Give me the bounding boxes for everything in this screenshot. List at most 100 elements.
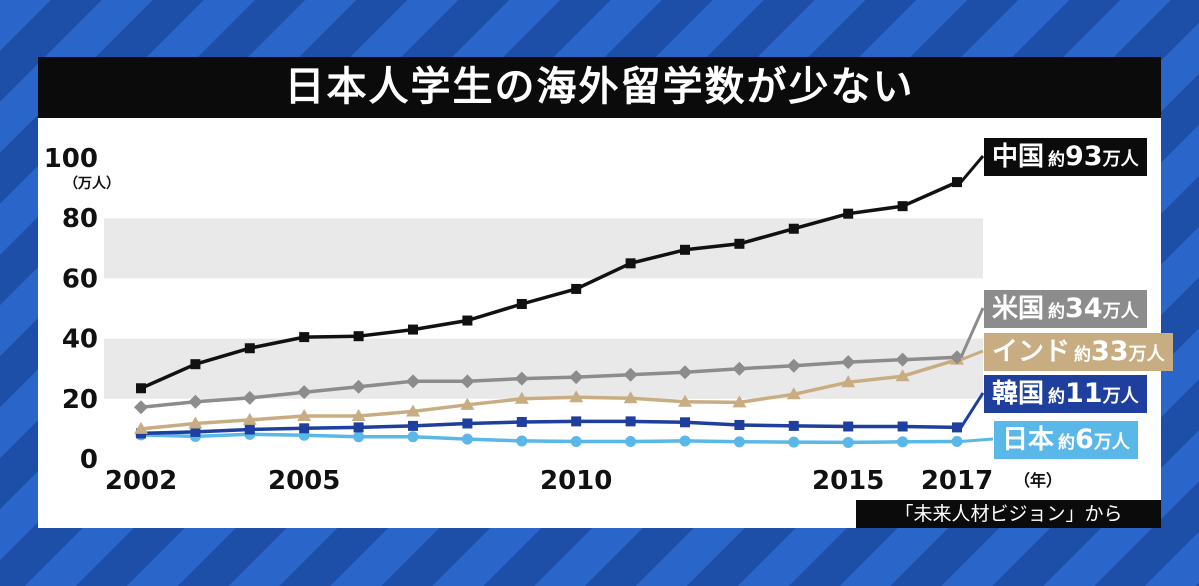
data-point-中国 [952,177,962,188]
data-point-日本 [353,431,365,443]
data-point-中国 [897,201,908,212]
legend-tag-india-value: 33 [1091,336,1129,367]
legend-tag-korea-value: 11 [1065,378,1103,409]
legend-tag-china-unit: 万人 [1102,149,1139,170]
data-point-韓国 [462,418,473,429]
y-tick-label: 100 [44,144,98,174]
legend-tag-india: インド 約33万人 [984,333,1173,371]
data-point-米国 [895,352,910,367]
data-point-インド [242,412,257,425]
x-tick-label: 2015 [812,466,884,496]
data-point-米国 [188,394,203,409]
legend-tag-korea-name: 韓国 [992,379,1045,409]
leader-line-日本 [960,437,994,444]
x-tick-label: 2010 [540,466,612,496]
legend-tag-usa-unit: 万人 [1102,301,1139,322]
data-point-インド [134,421,148,434]
source-text: 「未来人材ビジョン」から [894,503,1123,525]
data-point-中国 [299,332,310,343]
data-point-日本 [570,436,582,448]
legend-tag-india-approx: 約 [1074,345,1092,365]
x-tick-label: 2002 [105,466,177,496]
leader-line-中国 [959,155,985,184]
data-point-日本 [733,436,745,448]
data-point-日本 [951,436,963,448]
legend-tag-china-value: 93 [1065,141,1103,172]
data-point-米国 [678,365,692,380]
data-point-日本 [516,435,528,447]
data-point-日本 [407,431,419,443]
data-point-日本 [788,436,800,448]
legend-tag-japan-approx: 約 [1058,433,1076,453]
data-point-中国 [462,315,473,326]
leader-line-韓国 [959,392,985,429]
data-point-インド [841,375,856,388]
legend-tag-korea-approx: 約 [1048,387,1066,407]
data-point-韓国 [299,423,310,434]
x-tick-label: 2005 [268,466,340,496]
data-point-インド [732,395,747,408]
series-line-中国 [140,180,958,390]
data-point-日本 [679,435,691,447]
data-point-中国 [571,283,582,294]
data-point-日本 [625,436,637,448]
legend-tag-china-name: 中国 [992,142,1045,172]
leader-line-インド [960,349,984,362]
data-point-日本 [461,433,473,445]
y-tick-label: 80 [62,204,98,234]
data-point-米国 [460,374,475,389]
legend-tag-japan-unit: 万人 [1093,432,1130,453]
series-line-米国 [140,355,958,409]
legend-tag-usa-value: 34 [1065,293,1103,324]
chart-title-banner: 日本人学生の海外留学数が少ない [38,57,1161,118]
data-point-中国 [190,359,201,370]
legend-tag-india-unit: 万人 [1128,344,1165,365]
series-line-韓国 [140,419,958,436]
data-point-中国 [734,238,745,249]
x-unit-label: （年） [1014,471,1062,490]
data-point-インド [460,397,475,410]
data-point-米国 [297,385,312,400]
legend-tag-usa: 米国 約34万人 [984,290,1147,328]
legend-tag-india-name: インド [992,337,1071,367]
grid-band [104,158,983,219]
y-unit-label: （万人） [64,175,120,192]
series-line-インド [140,358,958,431]
data-point-インド [406,404,420,417]
data-point-韓国 [571,416,582,427]
legend-tag-china: 中国 約93万人 [984,138,1147,176]
grid-band [104,218,983,279]
y-tick-label: 40 [62,325,98,355]
grid-band [104,278,983,339]
legend-tag-usa-approx: 約 [1048,302,1066,322]
data-point-韓国 [516,416,527,427]
data-point-インド [188,416,203,429]
data-point-韓国 [680,417,690,428]
data-point-中国 [625,258,636,269]
data-point-中国 [408,324,418,335]
data-point-インド [569,390,584,403]
y-tick-label: 0 [80,445,98,475]
data-point-中国 [680,244,690,255]
line-chart: 0 20 40 60 80 100（万人） 2002 2005 2010 2015 2017 （年） [44,144,1062,496]
data-point-中国 [516,298,527,309]
data-point-米国 [841,355,856,370]
data-point-中国 [788,223,799,234]
legend-tag-japan-value: 6 [1075,424,1094,455]
data-point-韓国 [353,422,364,433]
data-point-日本 [897,436,909,448]
legend-tag-korea-unit: 万人 [1102,386,1139,407]
legend-tag-japan: 日本 約6万人 [994,421,1138,459]
data-point-米国 [134,400,148,415]
data-point-日本 [842,436,854,448]
data-point-米国 [351,379,366,394]
data-point-インド [297,408,312,421]
data-point-米国 [569,370,584,385]
y-tick-label: 20 [62,385,98,415]
x-tick-label: 2017 [921,466,993,496]
data-point-中国 [353,331,364,342]
data-point-インド [895,369,910,382]
grid-band [104,338,983,399]
data-point-インド [623,391,638,404]
legend-tag-japan-name: 日本 [1002,425,1055,455]
